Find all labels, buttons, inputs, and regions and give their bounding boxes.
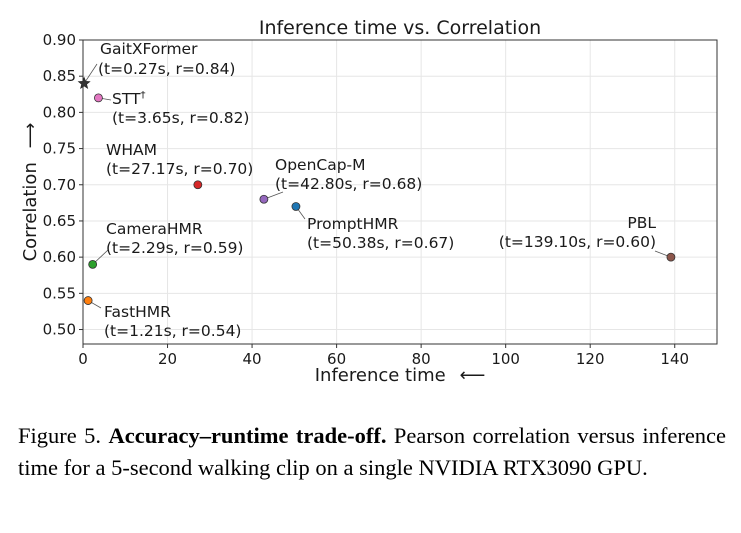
label-values-prompthmr: (t=50.38s, r=0.67)	[307, 234, 454, 252]
point-gaitxformer	[77, 76, 91, 89]
point-opencap-m	[259, 194, 269, 204]
label-fasthmr: FastHMR	[104, 303, 171, 321]
figure-caption: Figure 5. Accuracy–runtime trade-off. Pe…	[18, 420, 726, 484]
caption-prefix: Figure 5.	[18, 423, 102, 448]
point-prompthmr	[291, 202, 301, 211]
label-name-stt: STT	[112, 90, 141, 108]
point-stt	[94, 93, 103, 103]
label-stt: STT†	[112, 90, 146, 108]
label-wham: WHAM	[106, 141, 157, 159]
x-tick-label: 140	[660, 350, 689, 368]
x-tick-label: 80	[412, 350, 431, 368]
scatter-chart: 0 20 40 60 80 100 120 140 0.50 0.55 0.60 0.65 0.70 0.…	[20, 17, 718, 386]
label-opencap-m: OpenCap-M	[275, 156, 366, 174]
x-tick-label: 120	[576, 350, 605, 368]
x-axis-arrow: ⟵	[459, 365, 485, 386]
y-tick-label: 0.80	[43, 103, 76, 121]
data-points	[77, 76, 676, 305]
label-sup-stt: †	[141, 90, 146, 101]
caption-text: Pearson correlation versus inference tim…	[18, 423, 727, 480]
caption-bold: Accuracy–runtime trade-off.	[108, 423, 387, 448]
label-values-gaitxformer: (t=0.27s, r=0.84)	[98, 60, 235, 78]
y-tick-label: 0.75	[43, 140, 76, 158]
x-tick-label: 20	[158, 350, 177, 368]
x-axis-label-text: Inference time	[315, 365, 446, 386]
x-tick-label: 100	[491, 350, 520, 368]
y-axis-arrow: ⟶	[20, 123, 41, 149]
label-prompthmr: PromptHMR	[307, 215, 399, 233]
axis-ticks: 0 20 40 60 80 100 120 140 0.50 0.55 0.60 0.65 0.70 0.…	[43, 31, 689, 368]
y-tick-label: 0.50	[43, 321, 76, 339]
y-axis-label-text: Correlation	[20, 162, 41, 261]
y-tick-label: 0.65	[43, 212, 76, 230]
label-values-wham: (t=27.17s, r=0.70)	[106, 160, 253, 178]
x-axis-label: Inference time ⟵	[315, 365, 486, 386]
point-wham	[193, 180, 203, 190]
label-values-camerahmr: (t=2.29s, r=0.59)	[106, 239, 243, 257]
label-pbl: PBL	[627, 214, 656, 232]
point-camerahmr	[88, 259, 98, 269]
label-values-stt: (t=3.65s, r=0.82)	[112, 109, 249, 127]
label-name-gaitxformer: GaitXFormer	[100, 40, 198, 58]
label-name-fasthmr: FastHMR	[104, 303, 171, 321]
y-tick-label: 0.55	[43, 284, 76, 302]
y-axis-label: Correlation ⟶	[20, 123, 41, 262]
point-pbl	[666, 252, 676, 262]
label-name-wham: WHAM	[106, 141, 157, 159]
label-name-pbl: PBL	[627, 214, 656, 232]
label-name-camerahmr: CameraHMR	[106, 220, 203, 238]
point-fasthmr	[83, 296, 93, 305]
x-tick-label: 40	[243, 350, 262, 368]
label-name-prompthmr: PromptHMR	[307, 215, 399, 233]
label-values-opencap-m: (t=42.80s, r=0.68)	[275, 175, 422, 193]
label-values-pbl: (t=139.10s, r=0.60)	[499, 233, 656, 251]
plot-frame	[82, 39, 718, 345]
label-camerahmr: CameraHMR	[106, 220, 203, 238]
y-tick-label: 0.90	[43, 31, 76, 49]
chart-title: Inference time vs. Correlation	[259, 17, 541, 39]
y-tick-label: 0.85	[43, 67, 76, 85]
x-tick-label: 0	[78, 350, 88, 368]
y-tick-label: 0.70	[43, 176, 76, 194]
connector-gaitxformer	[83, 63, 98, 84]
y-tick-label: 0.60	[43, 248, 76, 266]
x-tick-label: 60	[327, 350, 346, 368]
point-annotations: GaitXFormer(t=0.27s, r=0.84)STT†(t=3.65s…	[98, 40, 656, 340]
label-values-fasthmr: (t=1.21s, r=0.54)	[104, 322, 241, 340]
label-name-opencap-m: OpenCap-M	[275, 156, 366, 174]
label-gaitxformer: GaitXFormer	[100, 40, 198, 58]
